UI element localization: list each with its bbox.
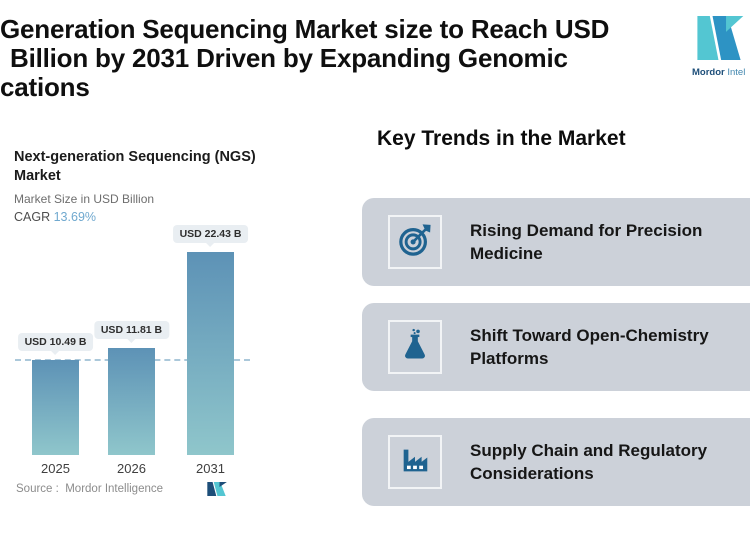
logo-wordmark: Mordor Intel: [692, 67, 750, 78]
cagr-row: CAGR 13.69%: [14, 210, 96, 224]
trend-card-2: Shift Toward Open-Chemistry Platforms: [362, 303, 750, 391]
x-axis-label: 2031: [196, 461, 225, 476]
cagr-value: 13.69%: [53, 210, 97, 224]
trend-card-label: Rising Demand for Precision Medicine: [470, 221, 703, 263]
mordor-logo-small-icon: [207, 482, 227, 496]
bar-value-chip: USD 11.81 B: [93, 321, 170, 340]
bar-2026: [108, 348, 155, 455]
trend-card-label: Supply Chain and Regulatory Consideratio…: [470, 441, 708, 483]
trend-icon-box: [388, 215, 442, 269]
trend-icon-box: [388, 320, 442, 374]
logo-text-light: Intel: [727, 67, 746, 78]
page-title-line-2: Billion by 2031 Driven by Expanding Geno…: [10, 43, 568, 73]
chart-title: Next-generation Sequencing (NGS) Market: [14, 149, 256, 184]
bar-2025: [32, 360, 79, 455]
trend-card-1: Rising Demand for Precision Medicine: [362, 198, 750, 286]
chart-plot: USD 10.49 B 2025 USD 11.81 B 2026 USD 22.43 …: [0, 225, 260, 476]
mordor-intelligence-logo: Mordor Intel: [692, 16, 750, 78]
factory-icon: [398, 443, 432, 482]
mordor-logo-mark-icon: [697, 16, 744, 60]
chart-subtitle: Market Size in USD Billion: [14, 192, 155, 206]
x-axis-label: 2026: [117, 461, 146, 476]
bar-value-chip: USD 22.43 B: [172, 225, 249, 243]
source-note: Source : Mordor Intelligence: [16, 483, 164, 495]
page-title-line-1: Generation Sequencing Market size to Rea…: [0, 14, 610, 44]
trends-heading: Key Trends in the Market: [377, 127, 626, 150]
page-title-line-3: cations: [0, 72, 90, 102]
trend-icon-box: [388, 435, 442, 489]
trend-card-list: Rising Demand for Precision Medicine Shi…: [362, 198, 750, 506]
bar-value-chip: USD 10.49 B: [17, 333, 94, 352]
logo-text-bold: Mordor: [692, 67, 725, 78]
target-icon: [398, 223, 432, 262]
cagr-label: CAGR: [14, 210, 51, 224]
page-title: Generation Sequencing Market size to Rea…: [0, 15, 609, 102]
x-axis-label: 2025: [41, 461, 70, 476]
trend-card-3: Supply Chain and Regulatory Consideratio…: [362, 418, 750, 506]
bar-2031: [187, 252, 234, 455]
flask-icon: [398, 328, 432, 367]
trend-card-label: Shift Toward Open-Chemistry Platforms: [470, 326, 709, 368]
